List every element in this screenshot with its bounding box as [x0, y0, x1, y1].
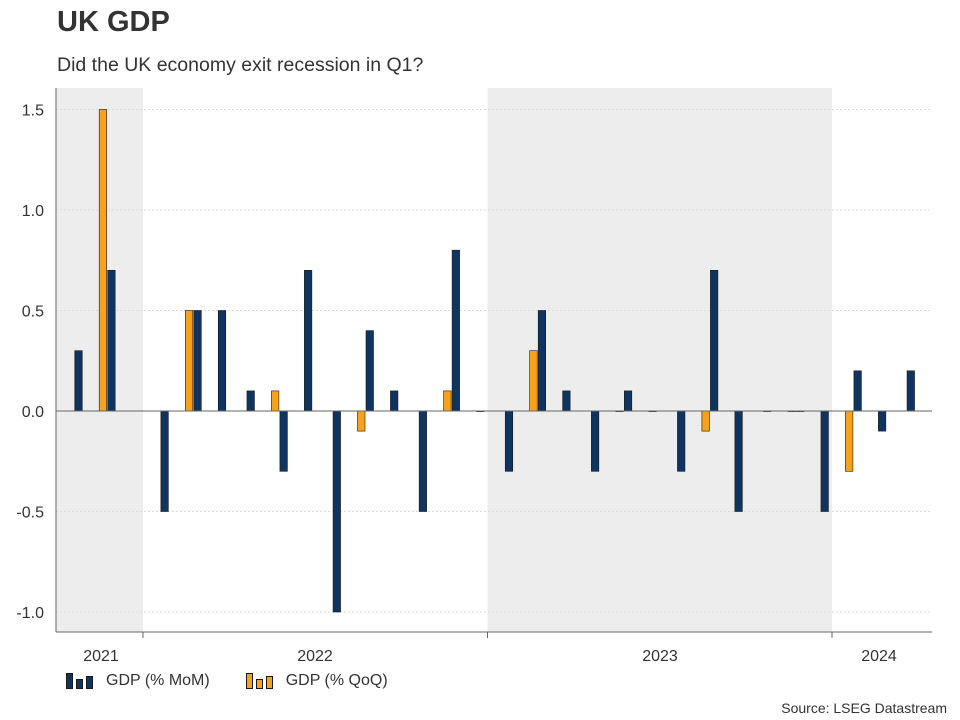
bar-mom — [107, 269, 116, 412]
bar-mom — [304, 269, 313, 412]
legend: GDP (% MoM) GDP (% QoQ) — [66, 672, 424, 690]
bar-qoq — [185, 310, 194, 412]
bar-mom — [504, 410, 514, 472]
bar-mom — [160, 410, 169, 512]
bar-mom — [734, 410, 743, 512]
bar-qoq — [529, 350, 538, 412]
bar-mom — [820, 410, 829, 512]
x-tick-label: 2024 — [861, 648, 897, 665]
y-tick-label: -1.0 — [16, 605, 44, 622]
bar-mom — [562, 390, 571, 412]
legend-item-mom: GDP (% MoM) — [66, 672, 210, 690]
y-tick-label: 0.0 — [22, 404, 44, 421]
bar-mom — [451, 249, 460, 412]
legend-swatch-qoq — [245, 673, 276, 689]
bar-qoq — [443, 390, 452, 412]
bar-qoq — [701, 410, 710, 432]
bar-qoq — [271, 390, 280, 412]
y-tick-label: -0.5 — [16, 505, 44, 522]
bar-mom — [853, 370, 862, 412]
chart-title: UK GDP — [57, 6, 170, 38]
x-tick-label: 2022 — [297, 648, 333, 665]
x-tick-label: 2021 — [83, 648, 119, 665]
bar-mom — [906, 370, 915, 412]
legend-label-mom: GDP (% MoM) — [106, 672, 210, 689]
bar-qoq — [845, 410, 854, 472]
legend-item-qoq: GDP (% QoQ) — [245, 672, 388, 690]
bar-mom — [591, 410, 600, 472]
x-tick-label: 2023 — [642, 648, 678, 665]
bar-qoq — [357, 410, 366, 432]
bar-mom — [537, 310, 547, 412]
bar-qoq — [98, 109, 107, 412]
bar-mom — [74, 350, 83, 412]
legend-swatch-mom — [66, 673, 96, 689]
legend-label-qoq: GDP (% QoQ) — [285, 672, 388, 689]
y-tick-label: 0.5 — [22, 304, 44, 321]
bar-mom — [390, 390, 399, 412]
bar-mom — [623, 390, 633, 412]
bar-mom — [418, 410, 427, 512]
bar-mom — [217, 310, 227, 412]
bar-mom — [878, 410, 887, 432]
bar-mom — [279, 410, 288, 472]
source-note: Source: LSEG Datastream — [781, 700, 947, 716]
y-tick-label: 1.0 — [22, 203, 44, 220]
bar-mom — [332, 410, 341, 613]
bar-mom — [246, 390, 255, 412]
bar-mom — [710, 269, 719, 412]
bar-mom — [193, 310, 202, 412]
chart-subtitle: Did the UK economy exit recession in Q1? — [57, 54, 424, 76]
bar-mom — [677, 410, 686, 472]
y-tick-label: 1.5 — [22, 103, 44, 120]
bar-mom — [365, 330, 374, 412]
